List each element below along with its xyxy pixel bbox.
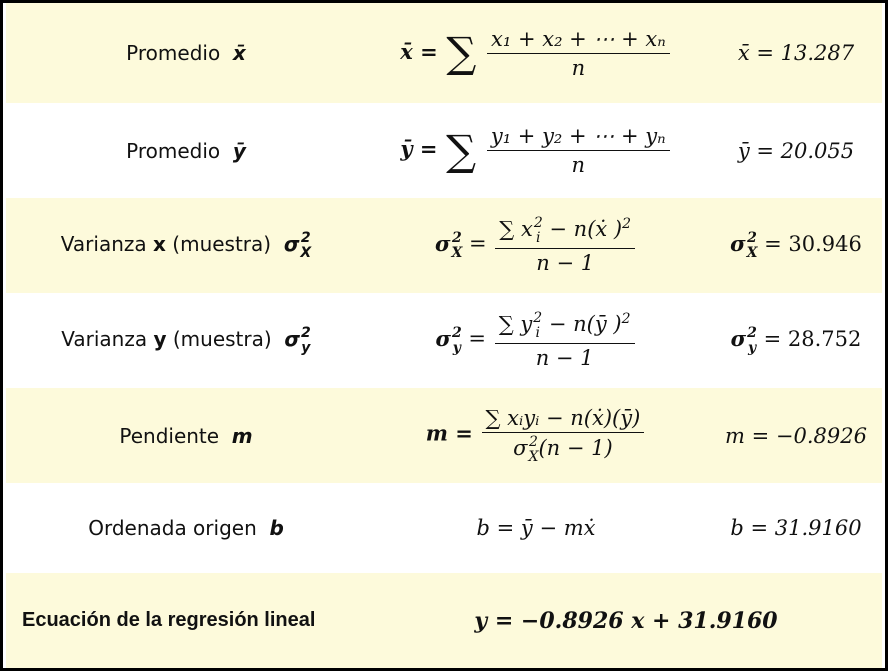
final-label: Ecuación de la regresión lineal (22, 609, 316, 631)
row-regression-equation: Ecuación de la regresión lineal y = −0.8… (6, 573, 882, 668)
label-symbol: m (231, 423, 253, 448)
label-intercept: Ordenada origen b (6, 516, 366, 540)
final-equation: y = −0.8926 x + 31.9160 (366, 608, 886, 634)
fraction-denominator: n (571, 153, 585, 177)
label-mean-y: Promedio ȳ (6, 139, 366, 163)
row-mean-y: Promedio ȳ ȳ = ∑ y₁ + y₂ + ⋯ + yₙ n ȳ = … (6, 103, 882, 198)
fraction-numerator: x₁ + x₂ + ⋯ + xₙ (487, 27, 670, 54)
label-symbol: x̄ (232, 41, 246, 65)
row-slope: Pendiente m m = ∑ xᵢyᵢ − n(ẋ)(ȳ) σ 2 X (n −… (6, 388, 882, 483)
fraction-denominator: n − 1 (536, 250, 595, 275)
equation-text: y = −0.8926 x + 31.9160 (474, 607, 778, 634)
result-value: = 28.752 (763, 327, 862, 351)
label-symbol: b (269, 516, 284, 540)
sum-symbol: ∑ (446, 28, 477, 78)
formula-slope: m = ∑ xᵢyᵢ − n(ẋ)(ȳ) σ 2 X (n − 1) (366, 406, 706, 464)
label-text: Promedio (126, 41, 221, 65)
fraction: x₁ + x₂ + ⋯ + xₙ n (487, 27, 670, 80)
result-value: = 30.946 (764, 232, 862, 256)
fraction: ∑ xᵢyᵢ − n(ẋ)(ȳ) σ 2 X (n − 1) (481, 406, 645, 465)
fraction-denominator: n (571, 55, 586, 80)
formula-lhs: ȳ = (400, 136, 438, 161)
formula-intercept: b = ȳ − mẋ (366, 516, 706, 540)
sum-symbol: ∑ (446, 125, 477, 175)
formula-lhs: x̄ = (400, 38, 438, 64)
result-value: x̄ = 13.287 (737, 41, 855, 65)
fraction: y₁ + y₂ + ⋯ + yₙ n (486, 124, 670, 177)
equals-sign: = (468, 327, 487, 351)
label-slope: Pendiente m (6, 424, 366, 448)
equals-sign: = (469, 232, 487, 256)
result-slope: m = −0.8926 (706, 424, 886, 448)
label-symbol: ȳ (232, 138, 246, 163)
fraction-denominator: n − 1 (535, 345, 594, 370)
result-value: b = 31.9160 (730, 516, 862, 540)
label-mean-x: Promedio x̄ (6, 41, 366, 65)
fraction-numerator: y₁ + y₂ + ⋯ + yₙ (486, 124, 670, 151)
label-qualifier: (muestra) (172, 232, 272, 256)
result-value: ȳ = 20.055 (737, 138, 855, 163)
fraction-denominator: σ 2 X (n − 1) (513, 434, 613, 465)
formula-mean-x: x̄ = ∑ x₁ + x₂ + ⋯ + xₙ n (366, 27, 706, 80)
label-qualifier: (muestra) (172, 327, 272, 351)
label-text: Promedio (126, 138, 221, 163)
fraction-numerator: ∑ xᵢyᵢ − n(ẋ)(ȳ) (481, 406, 645, 434)
formula-text: b = ȳ − mẋ (476, 516, 596, 540)
formula-lhs: m = (425, 421, 473, 446)
label-text: Pendiente (119, 423, 220, 448)
label-text: Ordenada origen (88, 516, 257, 540)
result-value: m = −0.8926 (725, 423, 867, 448)
formula-mean-y: ȳ = ∑ y₁ + y₂ + ⋯ + yₙ n (366, 124, 706, 177)
result-mean-y: ȳ = 20.055 (706, 139, 886, 163)
result-intercept: b = 31.9160 (706, 516, 886, 540)
row-mean-x: Promedio x̄ x̄ = ∑ x₁ + x₂ + ⋯ + xₙ n x̄… (6, 3, 882, 103)
result-mean-x: x̄ = 13.287 (706, 41, 886, 65)
denominator-factor: (n − 1) (538, 436, 613, 461)
row-intercept: Ordenada origen b b = ȳ − mẋ b = 31.9160 (6, 483, 882, 573)
label-text: Varianza (60, 232, 147, 256)
label-variable: y (153, 327, 167, 351)
label-variable: x (153, 232, 166, 256)
label-text: Varianza (61, 327, 148, 351)
